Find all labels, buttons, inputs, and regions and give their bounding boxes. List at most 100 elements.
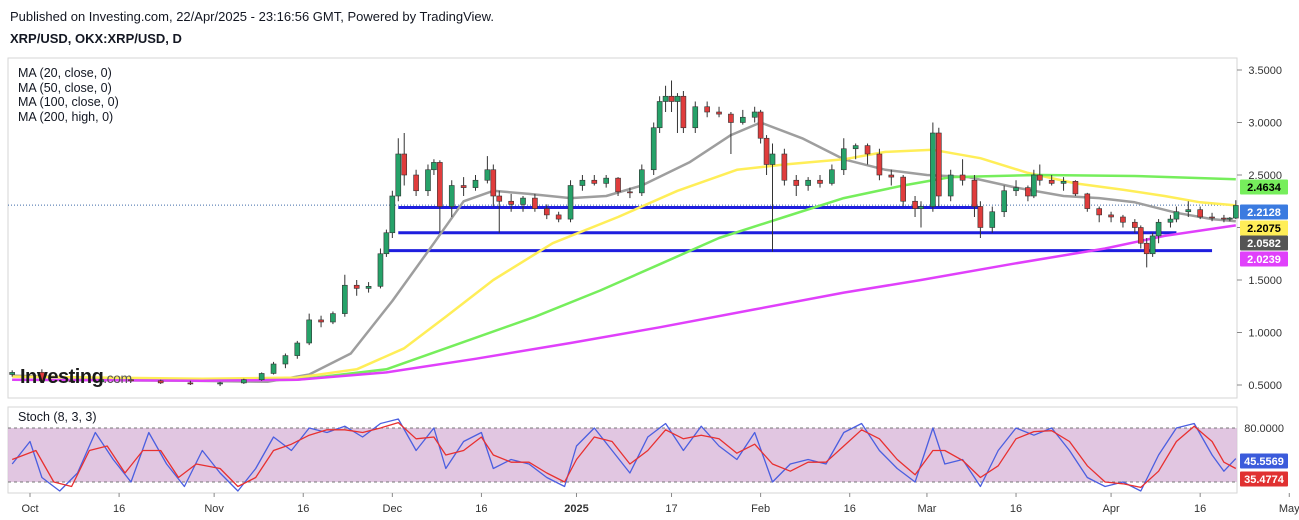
candle-up: [282, 355, 289, 365]
price-y-tick-label: 2.5000: [1248, 170, 1282, 182]
candle-up: [769, 153, 776, 165]
candle-down: [1084, 193, 1091, 209]
stoch-d-value-label-bg: [1240, 471, 1288, 487]
price-y-tick-label: 1.5000: [1248, 275, 1282, 287]
last-price-label-bg: [1240, 204, 1288, 220]
candle-up: [739, 116, 746, 123]
candle-up: [603, 177, 609, 184]
x-tick-label: Apr: [1103, 503, 1120, 515]
candle-down: [543, 208, 550, 216]
candle-up: [829, 169, 835, 184]
candle-up: [377, 253, 384, 287]
ma200-legend-label: MA (200, high, 0): [18, 109, 114, 124]
candle-down: [912, 200, 918, 209]
candle-down: [864, 145, 871, 155]
candle-down: [977, 206, 984, 228]
candle-up: [1227, 217, 1233, 220]
logo-suffix: .com: [103, 370, 132, 386]
candle-down: [1137, 227, 1144, 244]
ma50-value-label-bg: [1240, 220, 1288, 236]
candle-up: [656, 101, 663, 129]
candle-down: [817, 179, 823, 184]
ma100-value-label-bg: [1240, 179, 1288, 195]
candle-down: [763, 137, 770, 165]
last-price-label: 2.2128: [1247, 207, 1281, 219]
candle-down: [128, 379, 134, 382]
candle-up: [365, 285, 372, 289]
candle-up: [852, 145, 859, 150]
x-tick-label: Feb: [751, 503, 770, 515]
candle-up: [1233, 205, 1239, 219]
stoch-y-tick-label: 80.0000: [1244, 423, 1284, 435]
candle-down: [1108, 214, 1114, 218]
x-tick-label: Mar: [917, 503, 936, 515]
candle-down: [187, 382, 194, 385]
ma100-legend-label: MA (100, close, 0): [18, 95, 119, 109]
stoch-d-line: [11, 421, 1237, 489]
candle-down: [716, 111, 722, 115]
ma20-legend-label: MA (20, close, 0): [18, 66, 112, 80]
x-tick-label: Oct: [21, 503, 38, 515]
price-pane-frame: [7, 57, 1238, 399]
candle-down: [437, 162, 443, 207]
candle-down: [591, 179, 598, 184]
candle-up: [751, 111, 758, 118]
candle-up: [639, 169, 645, 194]
candle-up: [1155, 221, 1162, 237]
candle-down: [1072, 181, 1079, 195]
candle-up: [1173, 211, 1180, 220]
candle-down: [555, 214, 562, 220]
x-tick-label: 16: [1194, 503, 1206, 515]
stoch-d-value-label: 35.4774: [1244, 474, 1285, 486]
candle-up: [520, 197, 526, 205]
x-tick-label: 16: [844, 503, 856, 515]
candle-down: [413, 174, 419, 192]
x-tick-label: 16: [297, 503, 309, 515]
ma50-legend-label: MA (50, close, 0): [18, 80, 112, 95]
candle-up: [650, 127, 657, 171]
candles-group: [9, 80, 1239, 387]
candle-up: [258, 373, 265, 381]
candle-up: [342, 284, 348, 314]
x-tick-label: 17: [665, 503, 677, 515]
candle-down: [793, 179, 800, 186]
candle-down: [1132, 221, 1138, 228]
candle-up: [294, 342, 301, 356]
candle-down: [1025, 187, 1031, 197]
candle-down: [401, 153, 408, 176]
x-tick-label: May: [1279, 503, 1299, 515]
candle-up: [484, 169, 491, 181]
x-tick-label: Nov: [204, 503, 224, 515]
candle-up: [674, 95, 681, 102]
candle-down: [68, 380, 75, 383]
ma200-line: [12, 224, 1236, 383]
candle-down: [971, 179, 978, 207]
candle-down: [615, 177, 621, 193]
x-tick-label: 16: [475, 503, 487, 515]
candle-up: [947, 174, 954, 197]
candle-down: [627, 191, 633, 194]
ma50-value-label: 2.2075: [1247, 223, 1281, 235]
candle-up: [395, 153, 402, 197]
candle-up: [1031, 174, 1037, 197]
candle-up: [425, 169, 431, 192]
candle-up: [930, 132, 936, 207]
price-y-tick-label: 3.5000: [1248, 65, 1282, 77]
candle-up: [98, 379, 105, 383]
candle-up: [1149, 235, 1156, 255]
candle-up: [472, 179, 479, 188]
candle-up: [1060, 181, 1067, 184]
investing-logo: Investing.com: [20, 366, 132, 389]
candle-up: [241, 379, 247, 384]
candle-up: [805, 179, 811, 186]
ma20-value-label: 2.0582: [1247, 238, 1281, 250]
chart-header: Published on Investing.com, 22/Apr/2025 …: [10, 9, 494, 46]
candle-up: [840, 148, 847, 171]
candle-up: [383, 232, 390, 255]
candle-down: [490, 169, 497, 197]
candle-up: [9, 372, 15, 375]
price-y-tick-label: 0.5000: [1248, 380, 1282, 392]
candle-down: [1048, 179, 1055, 184]
stoch-k-line: [11, 418, 1237, 492]
